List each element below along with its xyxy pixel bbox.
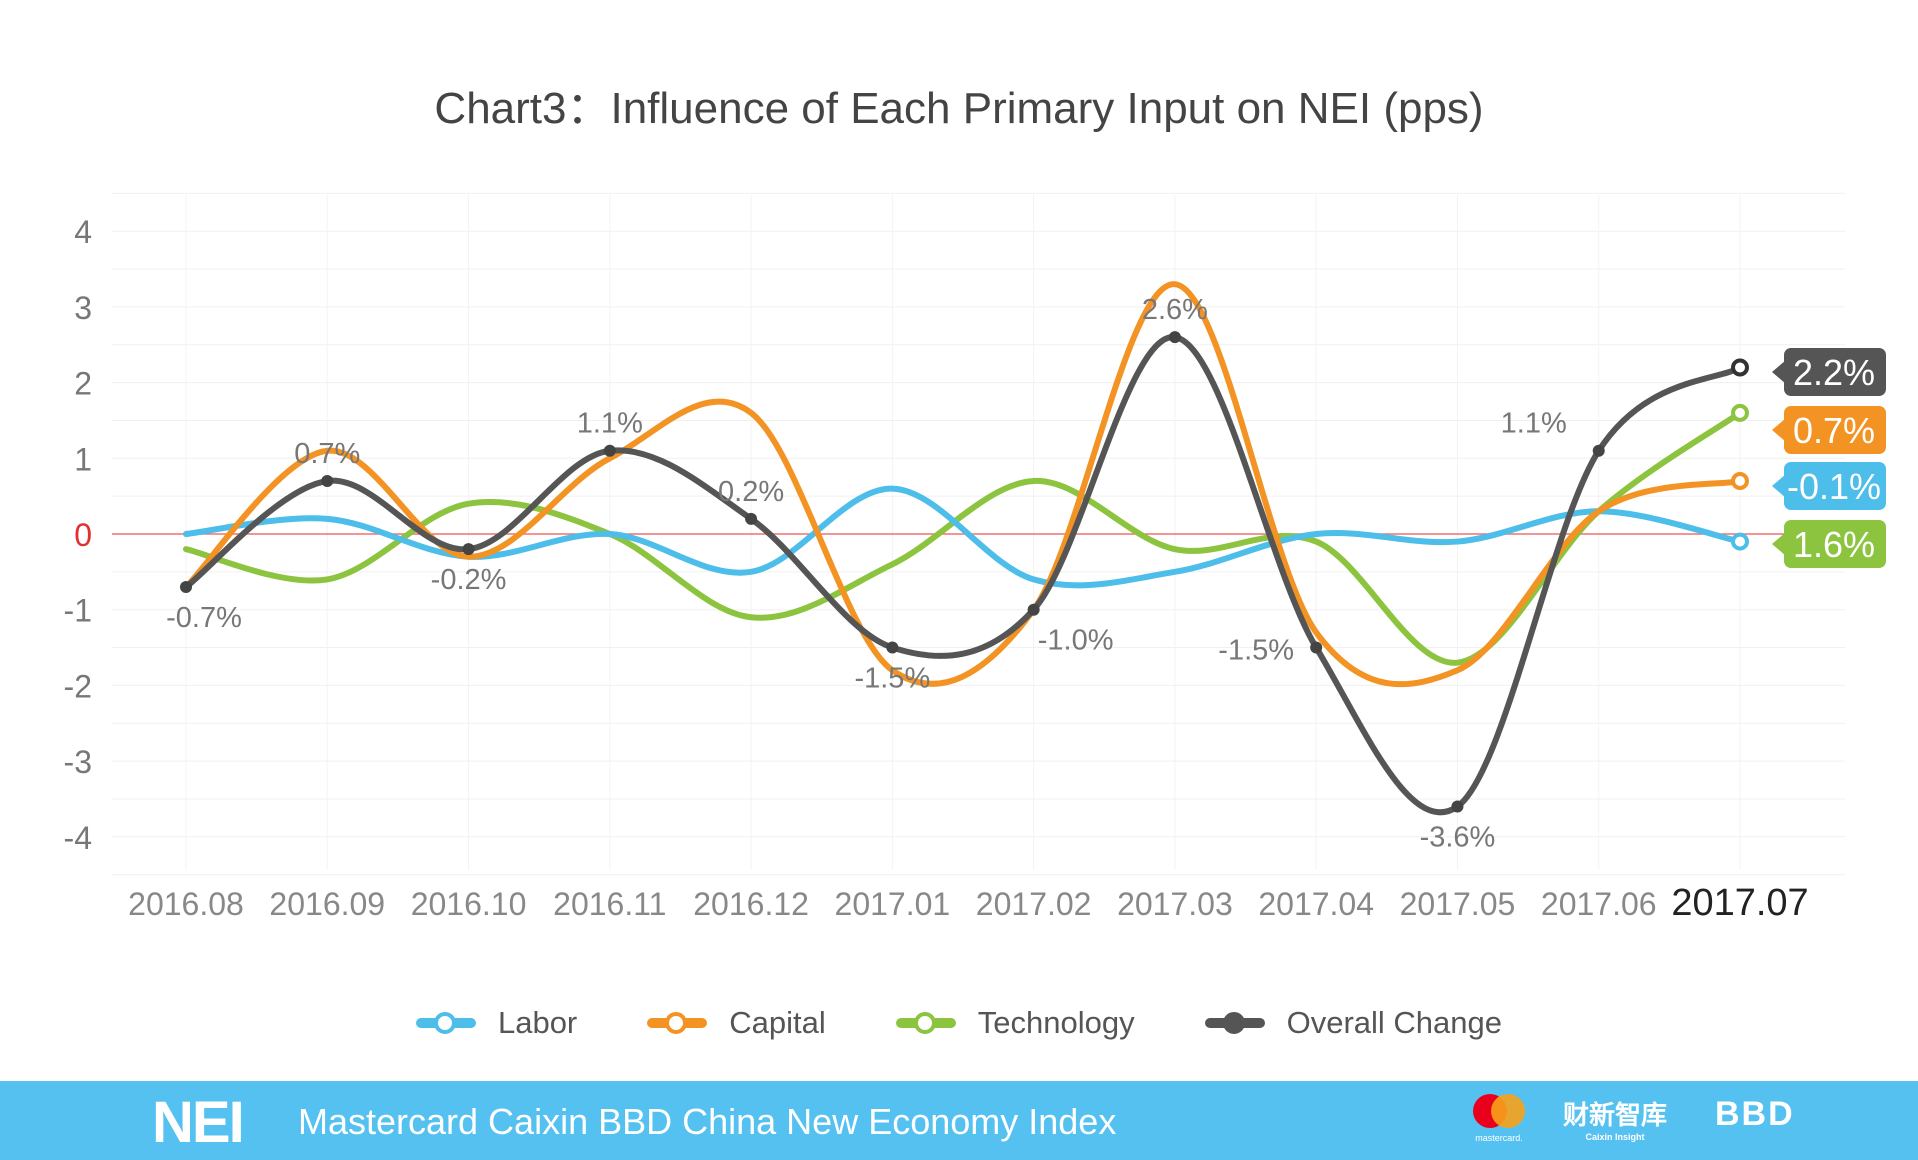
callout-pointer — [1772, 474, 1786, 498]
y-tick-label: -1 — [64, 593, 92, 629]
callout-value: 2.2% — [1793, 352, 1875, 393]
end-point — [1731, 358, 1749, 377]
data-point — [1451, 800, 1464, 813]
data-point — [603, 444, 616, 457]
footer-banner: NEI Mastercard Caixin BBD China New Econ… — [0, 1081, 1918, 1160]
caixin-insight-logo: 财新智库 Caixin Insight — [1563, 1100, 1668, 1142]
bbd-logo: BBD — [1715, 1095, 1795, 1133]
x-tick-label: 2017.04 — [1258, 886, 1374, 922]
callout-pointer — [1772, 418, 1786, 442]
data-point — [1592, 444, 1605, 457]
svg-text:mastercard.: mastercard. — [1475, 1133, 1523, 1143]
mastercard-logo: mastercard. — [1470, 1089, 1530, 1154]
x-tick-label: 2017.06 — [1541, 886, 1657, 922]
callout-pointer — [1772, 360, 1786, 384]
end-point — [1731, 403, 1749, 422]
callout-box — [1784, 520, 1886, 568]
legend-label: Labor — [497, 1005, 578, 1040]
line-chart: 4 3 2 1 0 -1 -2 -3 -4 2016.08 2016.09 2016.10 2016.1… — [64, 192, 1886, 924]
data-label: -1.0% — [1038, 625, 1114, 657]
data-label: 1.1% — [1501, 408, 1567, 440]
x-tick-label: 2017.05 — [1400, 886, 1516, 922]
data-label: 2.6% — [1142, 294, 1208, 326]
end-point — [1731, 532, 1749, 551]
data-label: 0.7% — [294, 438, 360, 470]
data-label: -1.5% — [1218, 635, 1294, 667]
data-label: -0.7% — [166, 602, 242, 634]
x-tick-label: 2016.11 — [553, 886, 666, 922]
x-tick-label: 2017.07 — [1671, 882, 1808, 924]
data-label: 1.1% — [577, 408, 643, 440]
x-tick-label: 2016.12 — [693, 886, 809, 922]
legend-label: Technology — [977, 1005, 1135, 1040]
legend-swatch — [415, 1012, 476, 1034]
data-point — [321, 475, 334, 488]
y-tick-label: -3 — [64, 744, 92, 780]
series-line-capital — [183, 281, 1743, 688]
x-tick-label: 2017.03 — [1117, 886, 1233, 922]
data-point — [745, 512, 758, 525]
series-line-labor — [183, 485, 1743, 589]
data-label: -1.5% — [854, 663, 930, 695]
x-tick-label: 2016.09 — [269, 886, 385, 922]
callout-box — [1784, 462, 1886, 510]
x-tick-label: 2016.10 — [411, 886, 527, 922]
callout-box — [1784, 348, 1886, 396]
callout-pointer — [1772, 532, 1786, 556]
y-tick-label: 2 — [74, 366, 92, 402]
data-label: -0.2% — [431, 564, 507, 596]
legend: Labor Capital Technology Overall Change — [0, 1005, 1918, 1041]
legend-item[interactable]: Capital — [647, 1005, 826, 1041]
legend-item[interactable]: Technology — [895, 1005, 1135, 1041]
y-tick-label: -4 — [64, 820, 92, 856]
footer-text: Mastercard Caixin BBD China New Economy … — [298, 1101, 1117, 1142]
legend-item[interactable]: Overall Change — [1204, 1005, 1503, 1041]
legend-label: Capital — [729, 1005, 826, 1040]
y-tick-label: -2 — [64, 668, 92, 704]
y-tick-label: 3 — [74, 290, 92, 326]
y-tick-label: 1 — [74, 441, 92, 477]
callout-box — [1784, 406, 1886, 454]
y-tick-label: 0 — [74, 517, 92, 553]
chart-title: Chart3：Influence of Each Primary Input o… — [434, 84, 1484, 133]
data-point — [1027, 603, 1040, 616]
data-label: -3.6% — [1420, 822, 1496, 854]
data-point — [886, 641, 899, 654]
legend-swatch — [895, 1012, 956, 1034]
callout-value: 1.6% — [1793, 524, 1875, 565]
y-tick-label: 4 — [74, 214, 92, 250]
data-label: 0.2% — [718, 476, 784, 508]
legend-label: Overall Change — [1286, 1005, 1503, 1040]
legend-item[interactable]: Labor — [415, 1005, 578, 1041]
data-point — [180, 580, 192, 593]
data-point — [1310, 641, 1323, 654]
x-tick-label: 2017.02 — [976, 886, 1092, 922]
x-tick-label: 2016.08 — [128, 886, 244, 922]
legend-swatch — [647, 1012, 708, 1034]
x-tick-label: 2017.01 — [835, 886, 951, 922]
callout-value: 0.7% — [1793, 410, 1875, 451]
legend-swatch — [1204, 1012, 1265, 1034]
end-point — [1731, 472, 1749, 491]
nei-logo: NEI — [152, 1090, 245, 1155]
data-point — [1168, 331, 1181, 344]
data-point — [462, 543, 475, 556]
callout-value: -0.1% — [1787, 466, 1881, 507]
